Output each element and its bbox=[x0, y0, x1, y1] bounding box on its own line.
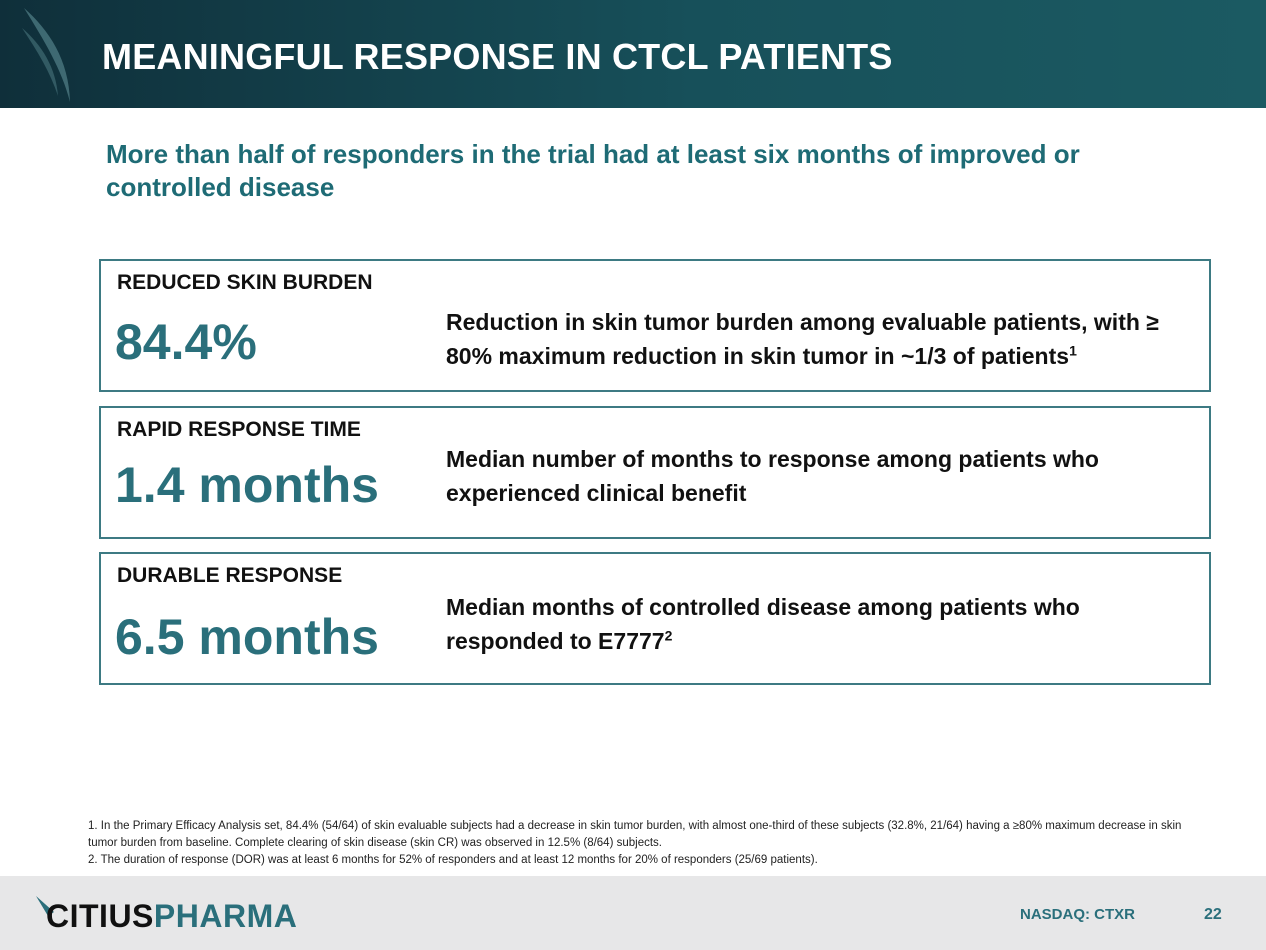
footnote-1: 1. In the Primary Efficacy Analysis set,… bbox=[88, 820, 1182, 849]
card-durable-response: DURABLE RESPONSE 6.5 months Median month… bbox=[99, 552, 1211, 685]
footnotes: 1. In the Primary Efficacy Analysis set,… bbox=[88, 818, 1188, 869]
card-label: REDUCED SKIN BURDEN bbox=[117, 271, 373, 294]
card-label: RAPID RESPONSE TIME bbox=[117, 418, 361, 441]
card-rapid-response-time: RAPID RESPONSE TIME 1.4 months Median nu… bbox=[99, 406, 1211, 539]
citius-pharma-logo: CITIUSPHARMA bbox=[34, 894, 334, 934]
card-description: Reduction in skin tumor burden among eva… bbox=[446, 309, 1159, 369]
card-label: DURABLE RESPONSE bbox=[117, 564, 343, 587]
header-bar: MEANINGFUL RESPONSE IN CTCL PATIENTS bbox=[0, 0, 1266, 108]
page-number: 22 bbox=[1204, 906, 1222, 923]
footnote-ref: 2 bbox=[664, 627, 673, 644]
footer-bar: CITIUSPHARMA NASDAQ: CTXR 22 bbox=[0, 876, 1266, 950]
card-value: 84.4% bbox=[115, 314, 257, 370]
card-value: 6.5 months bbox=[115, 609, 379, 665]
chevron-logo-icon bbox=[36, 896, 54, 916]
footnote-2: 2. The duration of response (DOR) was at… bbox=[88, 854, 818, 866]
nasdaq-ticker: NASDAQ: CTXR bbox=[1020, 906, 1135, 923]
slide-subtitle: More than half of responders in the tria… bbox=[106, 139, 1080, 202]
card-reduced-skin-burden: REDUCED SKIN BURDEN 84.4% Reduction in s… bbox=[99, 259, 1211, 392]
logo-text-citius: CITIUS bbox=[46, 898, 154, 934]
logo-text-pharma: PHARMA bbox=[153, 898, 298, 934]
card-value: 1.4 months bbox=[115, 457, 379, 513]
leaf-logo-icon bbox=[22, 8, 70, 102]
footnote-ref: 1 bbox=[1069, 342, 1077, 359]
slide-title: MEANINGFUL RESPONSE IN CTCL PATIENTS bbox=[102, 36, 893, 77]
card-description: Median months of controlled disease amon… bbox=[446, 594, 1080, 654]
card-description: Median number of months to response amon… bbox=[446, 446, 1099, 506]
